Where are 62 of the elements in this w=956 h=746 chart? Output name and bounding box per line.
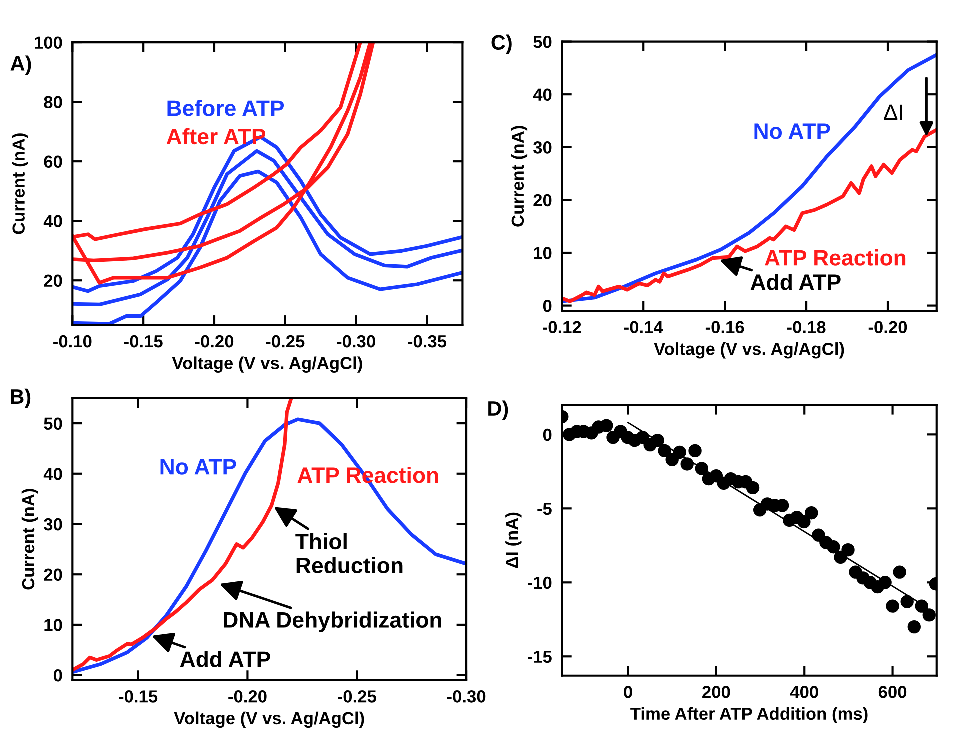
y-tick-label: 20 bbox=[44, 568, 62, 582]
y-tick-label: 40 bbox=[44, 468, 62, 480]
annotation: Add ATP bbox=[750, 274, 841, 290]
x-tick-label: -0.30 bbox=[447, 690, 486, 703]
x-tick-label: -0.15 bbox=[124, 335, 163, 348]
y-tick-label: 80 bbox=[44, 96, 62, 109]
chart-title: D) bbox=[488, 400, 508, 420]
x-axis-title: Voltage (V vs. Ag/AgCl) bbox=[172, 356, 362, 373]
series-label: Before ATP bbox=[168, 100, 284, 116]
x-tick-label: 0 bbox=[624, 686, 632, 698]
x-tick-label: -0.25 bbox=[338, 690, 376, 703]
y-tick-label: 30 bbox=[533, 142, 552, 154]
annotation: Thiol Reduction bbox=[296, 533, 403, 574]
y-tick-label: 20 bbox=[44, 274, 62, 288]
x-tick-label: 600 bbox=[878, 686, 907, 698]
annotation: ΔI bbox=[884, 104, 902, 120]
y-tick-label: 30 bbox=[44, 518, 62, 531]
y-tick-label: 0 bbox=[54, 669, 62, 682]
x-tick-label: -0.10 bbox=[54, 335, 92, 348]
y-axis-title: ΔI (nA) bbox=[506, 512, 522, 568]
x-axis-title: Time After ATP Addition (ms) bbox=[630, 707, 868, 724]
x-tick-label: -0.20 bbox=[868, 321, 908, 334]
annotation: Add ATP bbox=[180, 651, 270, 668]
x-tick-label: -0.35 bbox=[408, 335, 447, 348]
y-tick-label: 40 bbox=[44, 215, 62, 228]
y-axis-title: Current (nA) bbox=[12, 134, 28, 234]
x-tick-label: 200 bbox=[702, 686, 730, 698]
x-tick-label: -0.18 bbox=[787, 321, 826, 334]
x-tick-label: 400 bbox=[790, 686, 818, 698]
x-tick-label: -0.16 bbox=[706, 321, 744, 334]
x-tick-label: -0.14 bbox=[624, 321, 664, 334]
x-axis-title: Voltage (V vs. Ag/AgCl) bbox=[654, 342, 844, 359]
y-tick-label: 60 bbox=[44, 156, 62, 168]
x-tick-label: -0.30 bbox=[337, 335, 376, 348]
y-tick-label: 10 bbox=[44, 619, 62, 632]
x-tick-label: -0.12 bbox=[543, 321, 582, 334]
y-tick-label: 10 bbox=[534, 247, 552, 260]
annotation: DNA Dehybridization bbox=[224, 612, 442, 632]
y-tick-label: -5 bbox=[538, 503, 552, 516]
y-tick-label: 20 bbox=[534, 194, 552, 207]
y-tick-label: 100 bbox=[35, 36, 62, 49]
y-axis-title: Current (nA) bbox=[22, 489, 38, 590]
y-tick-label: 50 bbox=[44, 418, 62, 430]
x-tick-label: -0.20 bbox=[195, 335, 234, 348]
y-tick-label: -10 bbox=[528, 576, 552, 590]
y-tick-label: 0 bbox=[543, 300, 552, 312]
chart-title: B) bbox=[11, 388, 31, 408]
y-tick-label: 40 bbox=[533, 88, 552, 102]
y-tick-label: 50 bbox=[534, 36, 552, 48]
series-label: No ATP bbox=[754, 124, 830, 140]
chart-title: C) bbox=[492, 34, 512, 54]
series-label: After ATP bbox=[166, 128, 266, 145]
x-tick-label: -0.25 bbox=[266, 335, 305, 348]
x-tick-label: -0.15 bbox=[119, 690, 158, 703]
y-axis-title: Current (nA) bbox=[511, 126, 528, 227]
y-tick-label: 0 bbox=[543, 428, 552, 442]
x-axis-title: Voltage (V vs. Ag/AgCl) bbox=[174, 712, 364, 728]
series-label: ATP Reaction bbox=[765, 250, 906, 266]
series-label: No ATP bbox=[160, 459, 236, 475]
y-tick-label: -15 bbox=[528, 650, 552, 664]
x-tick-label: -0.20 bbox=[228, 690, 267, 703]
text: A) bbox=[10, 56, 32, 76]
